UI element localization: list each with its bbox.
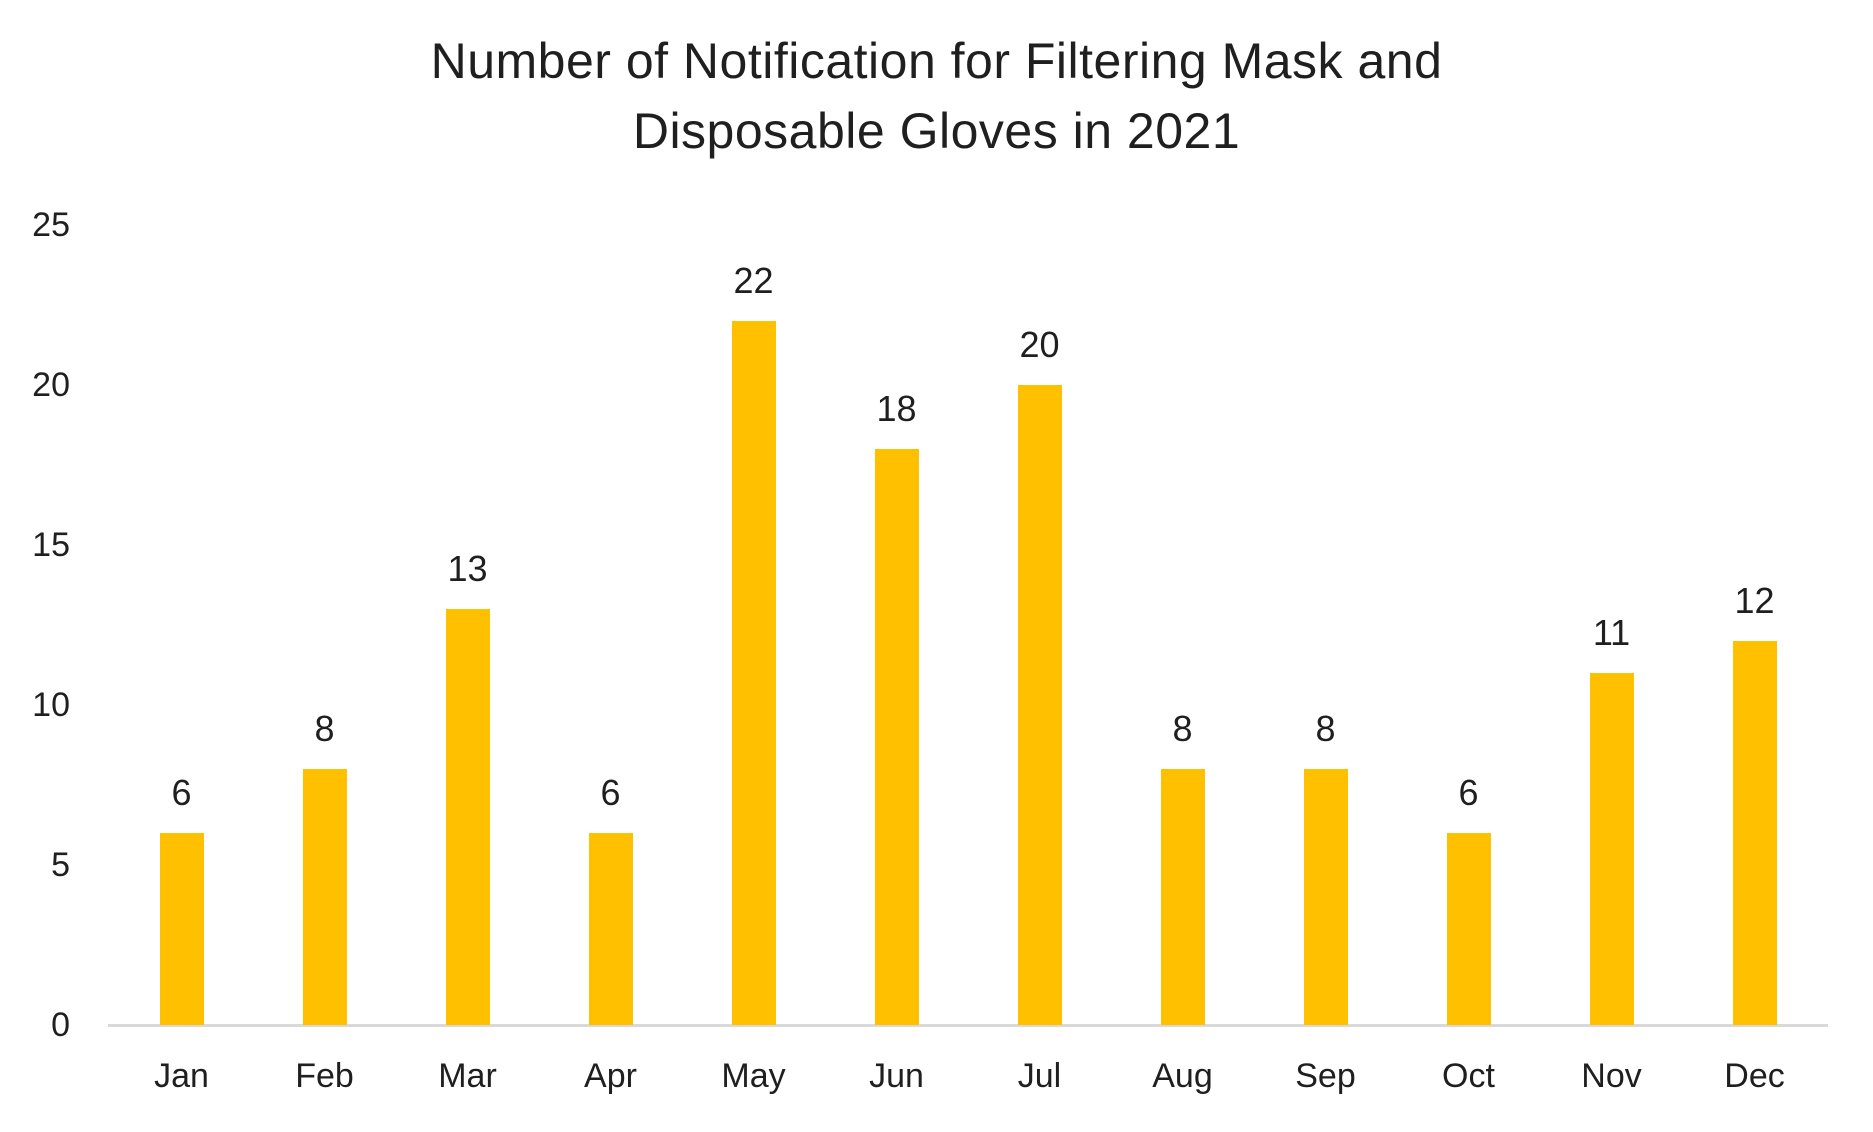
bar-value-label: 20 xyxy=(1019,324,1060,365)
bar-value-label: 12 xyxy=(1734,580,1775,621)
bar-cell-feb: 8 xyxy=(253,225,396,1025)
bar-cell-jun: 18 xyxy=(825,225,968,1025)
bar-cell-jan: 6 xyxy=(110,225,253,1025)
bar-cell-nov: 11 xyxy=(1540,225,1683,1025)
bar-cell-may: 22 xyxy=(682,225,825,1025)
bar-value-label: 22 xyxy=(733,260,774,301)
x-axis-label: Aug xyxy=(1152,1057,1213,1095)
y-axis-tick-label: 20 xyxy=(32,366,70,404)
bar-cell-dec: 12 xyxy=(1683,225,1826,1025)
x-axis-line xyxy=(108,1024,1828,1027)
bar-nov xyxy=(1589,673,1634,1025)
x-axis-label: Jul xyxy=(1017,1057,1062,1095)
bar-value-label: 6 xyxy=(600,772,621,813)
x-axis-label: Apr xyxy=(584,1057,637,1095)
bar-jul xyxy=(1017,385,1062,1025)
x-axis-label: May xyxy=(721,1057,786,1095)
bar-cell-apr: 6 xyxy=(539,225,682,1025)
x-axis-label: Dec xyxy=(1724,1057,1785,1095)
bar-aug xyxy=(1160,769,1205,1025)
bar-jan xyxy=(159,833,204,1025)
bar-sep xyxy=(1303,769,1348,1025)
chart-title-line-1: Number of Notification for Filtering Mas… xyxy=(430,33,1443,89)
y-axis-tick-label: 15 xyxy=(32,526,70,564)
bar-dec xyxy=(1732,641,1777,1025)
x-axis-label: Feb xyxy=(295,1057,354,1095)
bar-jun xyxy=(874,449,919,1025)
bar-value-label: 8 xyxy=(1172,708,1193,749)
x-axis-label: Oct xyxy=(1442,1057,1495,1095)
bar-mar xyxy=(445,609,490,1025)
bar-value-label: 8 xyxy=(1315,708,1336,749)
bar-oct xyxy=(1446,833,1491,1025)
bar-cell-aug: 8 xyxy=(1111,225,1254,1025)
bar-value-label: 13 xyxy=(447,548,488,589)
bar-value-label: 6 xyxy=(1458,772,1479,813)
bar-cell-jul: 20 xyxy=(968,225,1111,1025)
x-axis-label: Mar xyxy=(438,1057,497,1095)
x-axis-label: Jan xyxy=(154,1057,209,1095)
bar-value-label: 6 xyxy=(171,772,192,813)
bar-cell-sep: 8 xyxy=(1254,225,1397,1025)
y-axis-tick-label: 0 xyxy=(51,1006,70,1044)
chart-title-line-2: Disposable Gloves in 2021 xyxy=(632,103,1241,159)
bar-apr xyxy=(588,833,633,1025)
x-axis-label: Jun xyxy=(869,1057,924,1095)
bar-feb xyxy=(302,769,347,1025)
x-axis-label: Nov xyxy=(1581,1057,1642,1095)
bar-value-label: 8 xyxy=(314,708,335,749)
y-axis-tick-label: 25 xyxy=(32,206,70,244)
bar-cell-mar: 13 xyxy=(396,225,539,1025)
y-axis-tick-label: 5 xyxy=(51,846,70,884)
bar-value-label: 11 xyxy=(1592,612,1631,653)
bar-value-label: 18 xyxy=(876,388,917,429)
bar-cell-oct: 6 xyxy=(1397,225,1540,1025)
x-axis-label: Sep xyxy=(1295,1057,1356,1095)
bar-may xyxy=(731,321,776,1025)
y-axis-tick-label: 10 xyxy=(32,686,70,724)
chart-title: Number of Notification for Filtering Mas… xyxy=(0,26,1873,166)
